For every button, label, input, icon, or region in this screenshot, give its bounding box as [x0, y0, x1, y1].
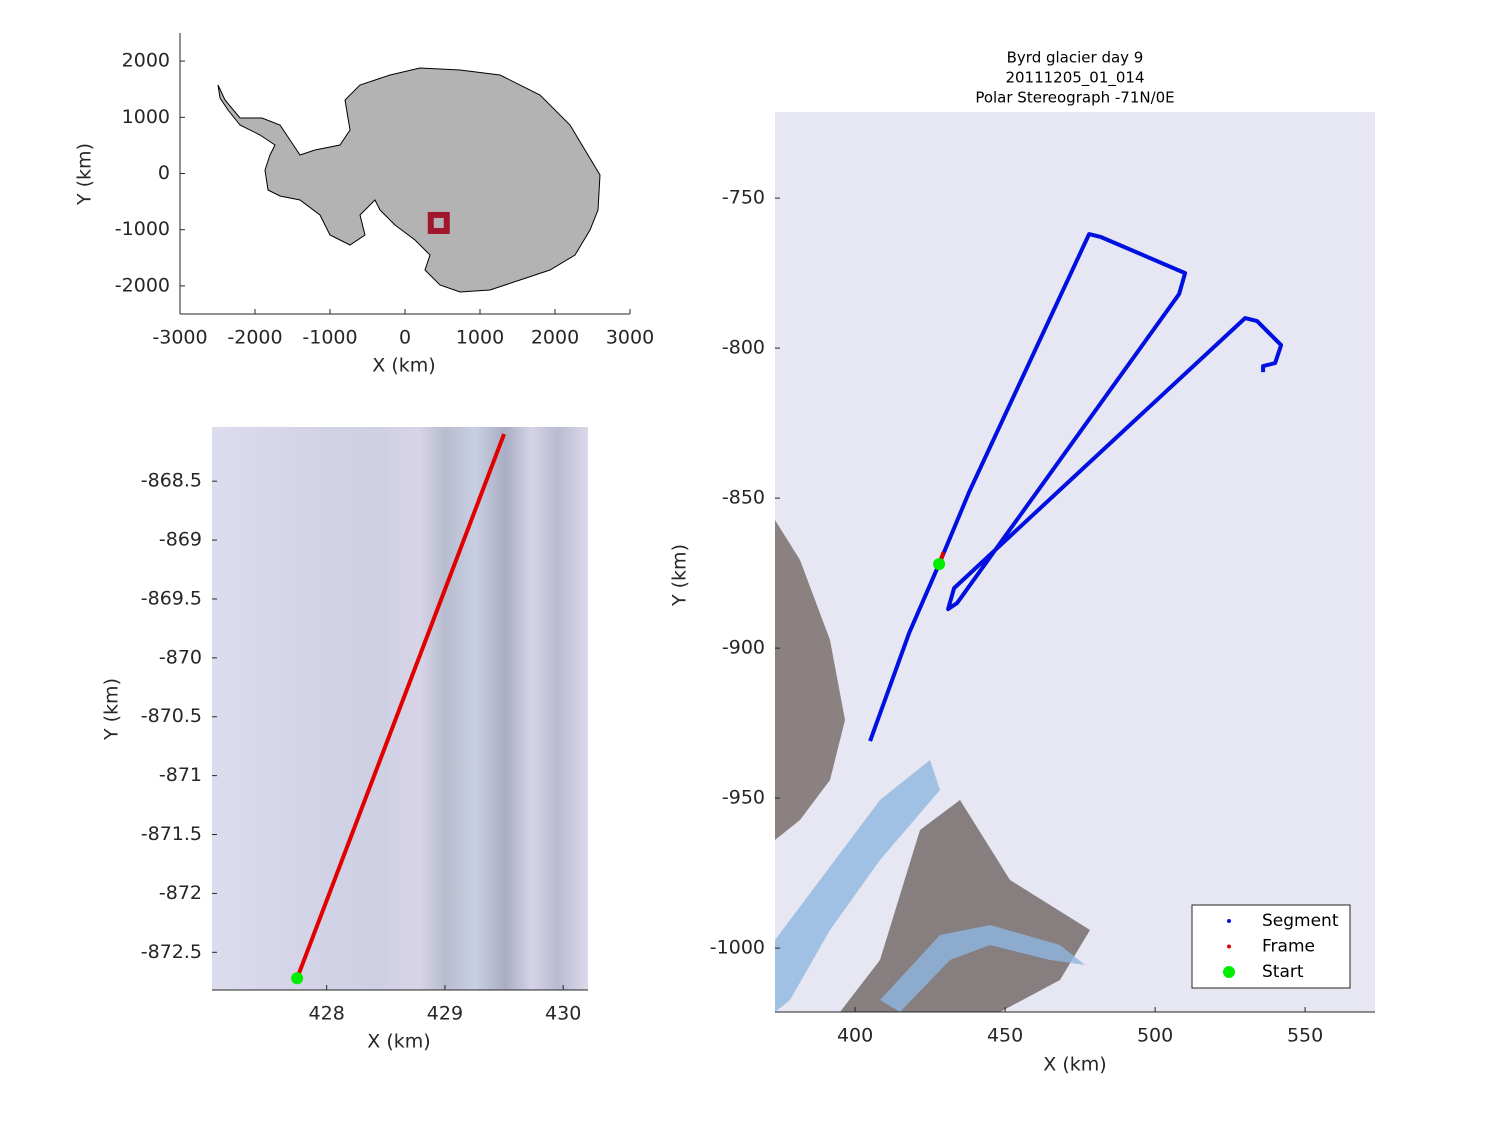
y-axis-label: Y (km): [74, 143, 96, 206]
x-axis-label: X (km): [367, 1031, 430, 1053]
chart-title: 20111205_01_014: [1005, 69, 1144, 88]
y-tick-label: -750: [722, 187, 765, 209]
start-marker: [933, 558, 946, 571]
chart-title: Byrd glacier day 9: [1007, 49, 1144, 67]
y-axis-label: Y (km): [669, 544, 691, 607]
legend-marker: [1227, 919, 1231, 923]
x-tick-label: -1000: [302, 327, 357, 349]
x-tick-label: -2000: [227, 327, 282, 349]
y-tick-label: -1000: [710, 937, 765, 959]
x-tick-label: 500: [1137, 1025, 1173, 1047]
y-tick-label: 0: [158, 162, 170, 184]
chart-title: Polar Stereograph -71N/0E: [975, 89, 1174, 107]
mountains: [775, 520, 845, 840]
y-tick-label: -800: [722, 337, 765, 359]
y-tick-label: -950: [722, 787, 765, 809]
x-tick-label: 0: [399, 327, 411, 349]
y-tick-label: -872: [159, 882, 202, 904]
y-tick-label: -870.5: [141, 705, 202, 727]
glacier: [880, 925, 1085, 1012]
x-tick-label: 2000: [531, 327, 579, 349]
y-tick-label: -871: [159, 764, 202, 786]
mountains: [840, 800, 1090, 1012]
y-tick-label: -2000: [115, 274, 170, 296]
legend-marker: [1223, 966, 1235, 978]
y-axis-label: Y (km): [101, 678, 123, 741]
y-tick-label: -900: [722, 637, 765, 659]
x-tick-label: 450: [987, 1025, 1023, 1047]
track-line: [868, 232, 1284, 742]
y-tick-label: -869: [159, 529, 202, 551]
x-tick-label: 550: [1287, 1025, 1323, 1047]
x-tick-label: 430: [545, 1003, 581, 1025]
legend-label: Start: [1262, 962, 1304, 982]
x-tick-label: 1000: [456, 327, 504, 349]
x-axis-label: X (km): [372, 355, 435, 377]
y-tick-label: -1000: [115, 218, 170, 240]
x-axis-label: X (km): [1043, 1054, 1106, 1076]
legend-marker: [1227, 944, 1231, 949]
y-tick-label: -869.5: [141, 587, 202, 609]
location-marker: [427, 211, 450, 234]
y-tick-label: -868.5: [141, 470, 202, 492]
y-tick-label: -872.5: [141, 941, 202, 963]
track-line: [295, 433, 506, 979]
x-tick-label: 400: [837, 1025, 873, 1047]
x-tick-label: 428: [309, 1003, 345, 1025]
x-tick-label: -3000: [152, 327, 207, 349]
y-tick-label: -870: [159, 646, 202, 668]
y-tick-label: -850: [722, 487, 765, 509]
y-tick-label: -871.5: [141, 823, 202, 845]
start-marker: [291, 972, 304, 985]
legend-box: [1191, 904, 1351, 989]
antarctica-outline: [217, 67, 601, 293]
legend-label: Segment: [1262, 911, 1339, 931]
x-tick-label: 3000: [606, 327, 654, 349]
glacier: [775, 760, 940, 1012]
legend-label: Frame: [1262, 937, 1315, 957]
y-tick-label: 2000: [122, 50, 170, 72]
y-tick-label: 1000: [122, 106, 170, 128]
x-tick-label: 429: [427, 1003, 463, 1025]
